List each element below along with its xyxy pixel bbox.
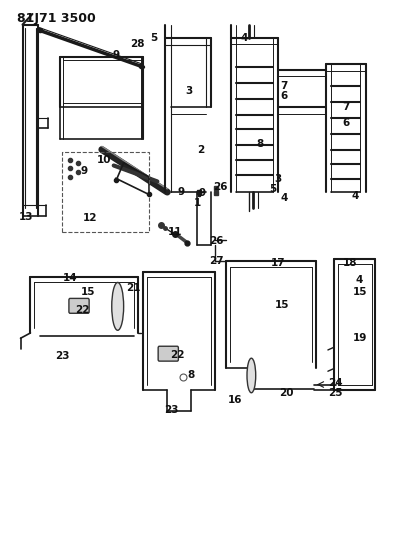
Text: 26: 26 bbox=[214, 182, 228, 192]
Text: 12: 12 bbox=[83, 213, 97, 223]
Text: 9: 9 bbox=[112, 51, 119, 60]
Text: 22: 22 bbox=[75, 305, 89, 315]
Text: 24: 24 bbox=[328, 378, 343, 389]
Text: 4: 4 bbox=[352, 191, 359, 201]
Text: 15: 15 bbox=[275, 300, 289, 310]
Text: 28: 28 bbox=[130, 39, 145, 49]
Text: 25: 25 bbox=[329, 388, 343, 398]
Ellipse shape bbox=[247, 358, 256, 393]
Text: 3: 3 bbox=[275, 174, 282, 184]
Text: 2: 2 bbox=[197, 144, 205, 155]
Text: 8: 8 bbox=[257, 139, 264, 149]
Text: 22: 22 bbox=[170, 350, 184, 360]
Text: 16: 16 bbox=[227, 395, 242, 406]
Text: 19: 19 bbox=[353, 333, 367, 343]
Text: 8: 8 bbox=[187, 370, 195, 381]
Text: 4: 4 bbox=[241, 33, 248, 43]
Text: 81J71 3500: 81J71 3500 bbox=[17, 12, 95, 26]
Text: 9: 9 bbox=[178, 187, 185, 197]
Text: 10: 10 bbox=[97, 155, 111, 165]
Text: 13: 13 bbox=[19, 212, 34, 222]
Text: 15: 15 bbox=[81, 287, 95, 297]
Text: 11: 11 bbox=[168, 227, 182, 237]
Text: 6: 6 bbox=[342, 118, 349, 128]
Text: 23: 23 bbox=[164, 405, 178, 415]
Text: 20: 20 bbox=[279, 388, 293, 398]
Text: 18: 18 bbox=[342, 258, 357, 268]
Text: 26: 26 bbox=[210, 236, 224, 246]
Text: 7: 7 bbox=[281, 81, 288, 91]
Bar bbox=[62, 152, 149, 232]
Text: 4: 4 bbox=[281, 193, 288, 204]
Text: 27: 27 bbox=[209, 256, 224, 266]
FancyBboxPatch shape bbox=[69, 298, 89, 313]
Text: 17: 17 bbox=[271, 258, 286, 268]
Text: 7: 7 bbox=[342, 102, 349, 112]
Text: 23: 23 bbox=[55, 351, 69, 361]
Text: 1: 1 bbox=[193, 198, 201, 208]
Text: 5: 5 bbox=[269, 184, 276, 195]
Text: 3: 3 bbox=[185, 86, 193, 96]
Text: 5: 5 bbox=[150, 33, 157, 43]
Text: 15: 15 bbox=[352, 287, 367, 297]
Text: 21: 21 bbox=[126, 283, 141, 293]
Text: 9: 9 bbox=[80, 166, 88, 176]
Text: 4: 4 bbox=[356, 275, 363, 285]
Text: 14: 14 bbox=[63, 273, 78, 283]
Text: 9: 9 bbox=[199, 188, 206, 198]
Text: 6: 6 bbox=[281, 91, 288, 101]
Ellipse shape bbox=[112, 282, 124, 330]
FancyBboxPatch shape bbox=[158, 346, 178, 361]
